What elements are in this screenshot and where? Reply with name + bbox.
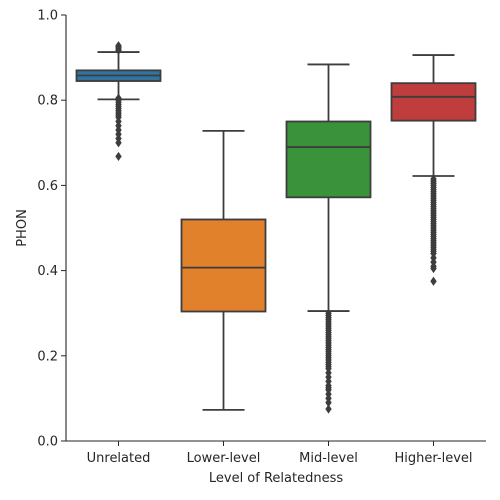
y-tick-label: 0.0 [37,435,58,450]
y-tick-label: 1.0 [37,9,58,24]
box-group-higher-level [390,54,477,286]
outlier-point [325,404,332,414]
x-axis-label: Level of Relatedness [209,471,343,486]
y-tick-label: 0.8 [37,94,58,109]
x-tick-label: Mid-level [299,451,358,466]
outlier-point [115,41,122,51]
iqr-box [390,82,477,122]
x-tick-label: Higher-level [395,451,473,466]
y-tick-label: 0.4 [37,264,58,279]
box-group-lower-level [180,129,267,411]
iqr-box [180,218,267,313]
x-axis-ticks: Unrelated Lower-level Mid-level Higher-leve… [87,441,473,466]
iqr-box [285,120,372,199]
outlier-point [430,276,437,286]
y-axis-label: PHON [15,209,30,247]
box-group-mid-level [285,63,372,414]
y-tick-label: 0.2 [37,349,58,364]
outlier-point [115,138,122,148]
outlier-point [325,398,332,408]
x-tick-label: Lower-level [187,451,261,466]
y-axis-ticks: 0.0 0.2 0.4 0.6 0.8 1.0 [37,9,66,450]
x-tick-label: Unrelated [87,451,151,466]
box-group-unrelated [75,41,162,162]
outlier-point [115,151,122,162]
plot-area [75,41,477,414]
outlier-point [430,263,437,274]
y-tick-label: 0.6 [37,179,58,194]
